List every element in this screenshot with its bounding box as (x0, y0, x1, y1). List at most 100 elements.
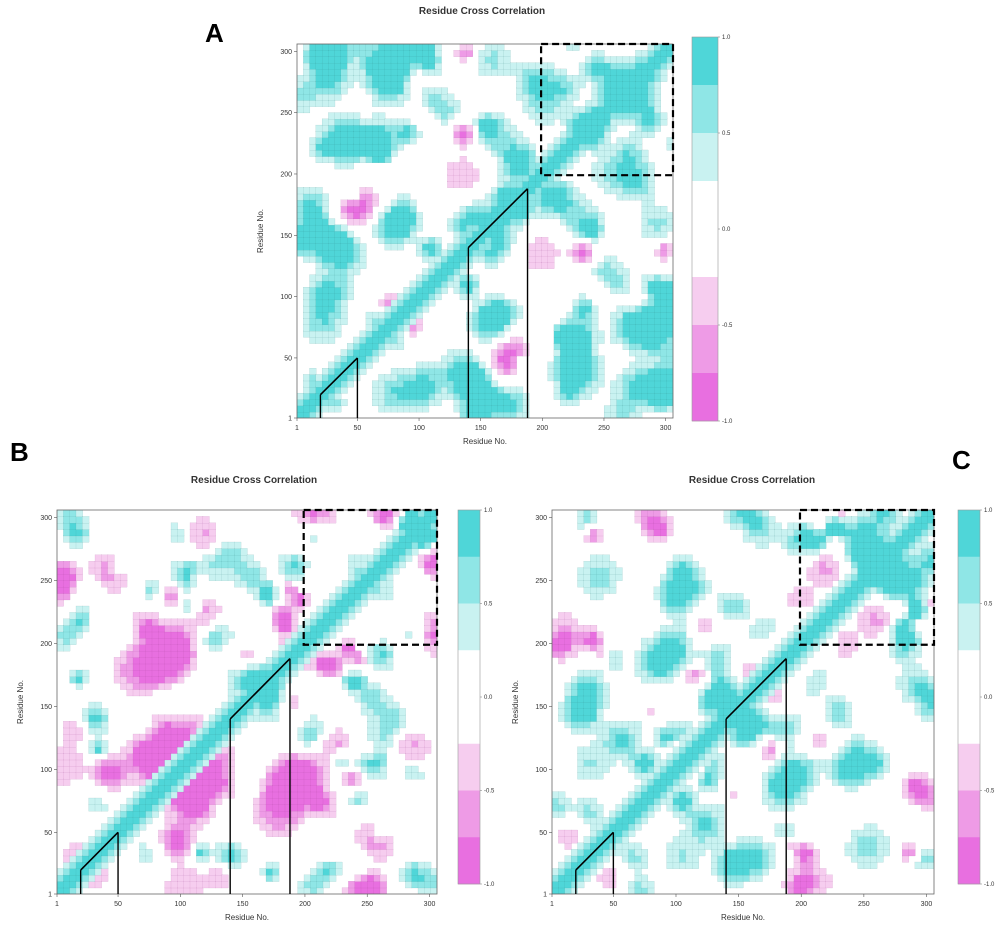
correlation-cell (564, 868, 572, 876)
correlation-cell (189, 740, 197, 748)
correlation-cell (379, 541, 387, 549)
correlation-cell (459, 280, 467, 288)
plot-frame (296, 43, 674, 419)
correlation-cell (335, 759, 343, 767)
correlation-cell (189, 823, 197, 831)
correlation-cell (590, 631, 598, 639)
correlation-cell (497, 149, 505, 157)
correlation-cell (411, 516, 419, 524)
correlation-cell (234, 695, 242, 703)
correlation-cell (164, 631, 172, 639)
correlation-cell (365, 311, 373, 319)
correlation-cell (315, 330, 323, 338)
correlation-cell (303, 299, 311, 307)
correlation-cell (541, 68, 549, 76)
correlation-cell (392, 554, 400, 562)
correlation-cell (392, 714, 400, 722)
correlation-cell (585, 56, 593, 64)
correlation-cell (315, 193, 323, 201)
correlation-cell (378, 218, 386, 226)
correlation-cell (447, 100, 455, 107)
correlation-cell (321, 311, 329, 319)
correlation-cell (497, 411, 505, 418)
correlation-cell (572, 343, 580, 350)
correlation-cell (415, 405, 423, 413)
correlation-cell (164, 637, 172, 645)
correlation-cell (762, 663, 769, 671)
correlation-cell (177, 733, 185, 741)
correlation-cell (535, 174, 542, 182)
correlation-cell (560, 75, 567, 82)
correlation-cell (590, 708, 598, 716)
correlation-cell (334, 62, 342, 70)
correlation-cell (63, 740, 71, 748)
correlation-cell (616, 374, 624, 382)
correlation-cell (552, 791, 559, 799)
correlation-cell (384, 243, 392, 251)
correlation-cell (372, 93, 379, 101)
correlation-cell (316, 765, 324, 773)
correlation-cell (547, 199, 555, 207)
correlation-cell (654, 355, 661, 363)
correlation-cell (164, 881, 172, 889)
correlation-cell (762, 669, 769, 677)
correlation-cell (373, 650, 381, 658)
correlation-cell (629, 193, 636, 201)
correlation-cell (609, 746, 617, 754)
correlation-cell (679, 836, 687, 844)
correlation-cell (647, 765, 655, 773)
correlation-cell (654, 100, 661, 107)
correlation-cell (660, 311, 668, 319)
correlation-cell (384, 293, 392, 301)
correlation-cell (424, 631, 432, 639)
correlation-cell (466, 324, 473, 332)
correlation-cell (516, 405, 524, 413)
correlation-cell (177, 836, 185, 844)
correlation-cell (704, 701, 712, 709)
correlation-cell (679, 797, 687, 805)
correlation-cell (768, 625, 776, 633)
correlation-cell (641, 657, 648, 665)
correlation-cell (447, 355, 455, 363)
correlation-cell (170, 765, 178, 773)
correlation-cell (82, 842, 90, 850)
correlation-cell (610, 87, 618, 95)
correlation-cell (340, 318, 348, 325)
correlation-cell (384, 124, 392, 132)
correlation-cell (335, 663, 343, 671)
correlation-cell (390, 143, 398, 151)
correlation-cell (491, 237, 499, 244)
correlation-cell (328, 293, 336, 301)
correlation-cell (564, 804, 572, 812)
correlation-cell (411, 733, 419, 741)
correlation-cell (322, 785, 330, 793)
correlation-cell (303, 318, 311, 325)
correlation-cell (647, 392, 655, 400)
correlation-cell (240, 708, 248, 716)
correlation-cell (622, 106, 630, 114)
correlation-cell (666, 605, 674, 613)
correlation-cell (666, 529, 674, 537)
correlation-cell (329, 593, 337, 601)
correlation-cell (596, 689, 604, 697)
correlation-cell (596, 765, 604, 773)
correlation-cell (647, 399, 655, 407)
correlation-cell (132, 631, 140, 639)
correlation-cell (164, 829, 172, 837)
correlation-cell (340, 386, 348, 394)
correlation-cell (297, 405, 304, 413)
correlation-cell (566, 93, 574, 101)
correlation-cell (755, 849, 763, 857)
correlation-cell (315, 299, 323, 307)
correlation-cell (297, 237, 304, 244)
correlation-cell (126, 657, 134, 665)
correlation-cell (390, 374, 398, 382)
correlation-cell (417, 772, 425, 780)
correlation-cell (183, 586, 191, 594)
correlation-cell (392, 721, 400, 729)
correlation-cell (641, 349, 649, 357)
correlation-cell (742, 669, 750, 677)
correlation-cell (597, 50, 605, 57)
correlation-cell (291, 778, 299, 786)
correlation-cell (478, 237, 486, 244)
